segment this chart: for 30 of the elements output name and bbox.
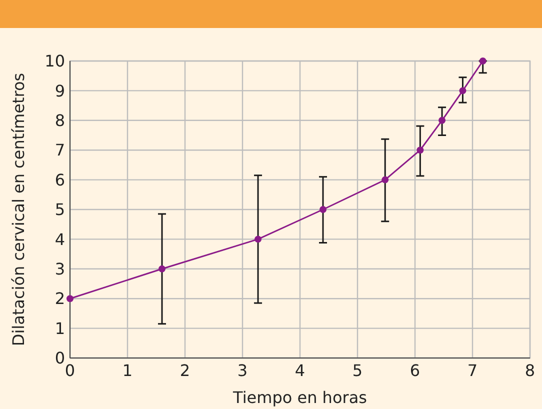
y-tick-label: 5 — [54, 200, 65, 220]
point — [416, 146, 424, 154]
y-tick-label: 1 — [54, 318, 65, 338]
point — [320, 206, 326, 213]
x-tick-label: 8 — [524, 361, 536, 380]
y-axis-title: Dilatación cervical en centímetros — [9, 72, 28, 346]
y-tick-label: 2 — [54, 289, 65, 308]
point — [66, 295, 74, 302]
point — [438, 116, 446, 124]
point — [382, 176, 389, 184]
y-tick-label: 7 — [54, 140, 65, 160]
x-tick-label: 3 — [237, 361, 248, 380]
y-tick-label: 3 — [54, 260, 65, 278]
y-tick-label: 9 — [54, 81, 65, 100]
y-tick-label: 4 — [54, 230, 65, 249]
point — [158, 265, 166, 272]
point — [479, 58, 486, 64]
x-tick-label: 7 — [467, 361, 478, 380]
y-tick-label: 8 — [54, 111, 65, 130]
point — [254, 236, 262, 243]
x-tick-label: 6 — [410, 361, 420, 380]
x-tick-label: 2 — [180, 361, 190, 380]
x-tick-label: 1 — [122, 361, 133, 380]
point — [459, 87, 466, 94]
x-axis-title: Tiempo en horas — [232, 388, 367, 407]
x-tick-label: 5 — [352, 361, 363, 380]
y-tick-label: 10 — [44, 52, 65, 71]
y-tick-label: 0 — [54, 348, 65, 368]
y-tick-label: 6 — [54, 170, 65, 190]
x-tick-label: 4 — [294, 361, 306, 380]
